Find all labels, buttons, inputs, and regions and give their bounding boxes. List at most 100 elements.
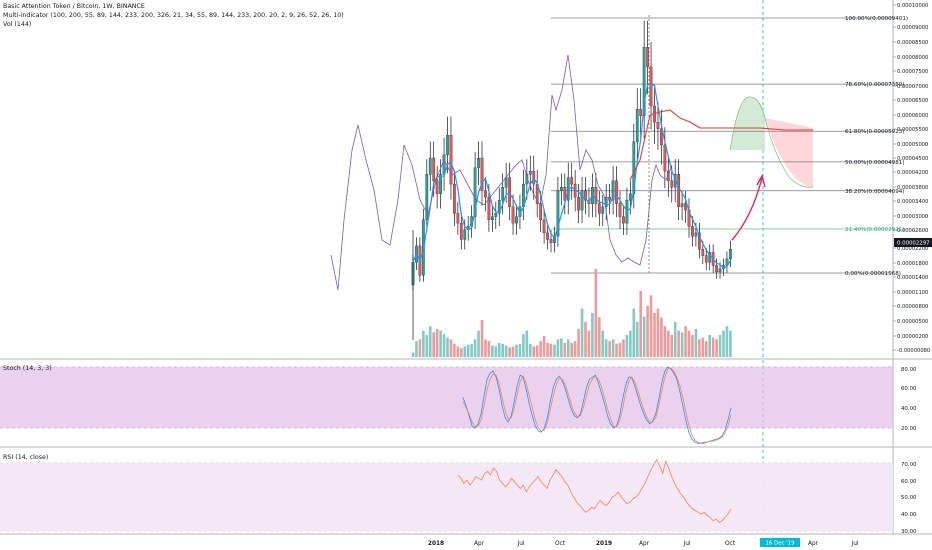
volume-bar bbox=[663, 326, 667, 357]
x-tick-label: Oct bbox=[555, 541, 566, 547]
candle bbox=[439, 174, 442, 194]
candle bbox=[601, 206, 605, 214]
candle bbox=[715, 265, 718, 273]
candle bbox=[539, 203, 543, 221]
indicator-legend[interactable]: Multi-indicator (100, 200, 55, 89, 144, … bbox=[3, 12, 344, 19]
rsi-line bbox=[457, 458, 732, 524]
candle bbox=[456, 213, 460, 224]
volume-bars bbox=[411, 269, 732, 357]
volume-bar bbox=[632, 308, 636, 357]
candle bbox=[663, 144, 667, 172]
volume-bar bbox=[615, 343, 618, 357]
volume-bar bbox=[487, 341, 491, 357]
volume-bar bbox=[535, 345, 539, 357]
volume-bar bbox=[518, 343, 522, 357]
candle bbox=[432, 157, 436, 181]
rsi-axis-label: 30.00 bbox=[901, 529, 917, 535]
candle bbox=[473, 167, 477, 217]
last-price-label: 0.00002297 bbox=[897, 241, 930, 247]
candle bbox=[642, 47, 646, 116]
volume-bar bbox=[729, 330, 732, 357]
y-tick-label: 0.00004200 bbox=[897, 170, 928, 176]
y-tick-label: -0.00000080 bbox=[897, 348, 930, 354]
volume-bar bbox=[418, 339, 422, 357]
stoch-legend: Stoch (14, 3, 3) bbox=[3, 365, 52, 372]
volume-bar bbox=[580, 308, 584, 357]
chart-title: Basic Attention Token / Bitcoin, 1W, BIN… bbox=[3, 3, 145, 10]
y-tick-label: 0.00000200 bbox=[897, 334, 928, 340]
x-tick-label: 2018 bbox=[428, 541, 444, 547]
volume-bar bbox=[456, 346, 460, 357]
x-tick-label: 2019 bbox=[596, 541, 612, 547]
volume-bar bbox=[570, 342, 573, 357]
volume-bar bbox=[470, 343, 473, 357]
y-tick-label: 0.00010000 bbox=[897, 3, 928, 9]
volume-bar bbox=[515, 344, 518, 357]
volume-bar bbox=[635, 321, 639, 357]
candle bbox=[446, 135, 449, 155]
volume-bar bbox=[511, 346, 515, 357]
candle bbox=[701, 249, 705, 256]
time-axis[interactable]: 2018 Apr Jul Oct 2019 Apr Jul Oct 16 Dec '19 Apr J… bbox=[428, 538, 859, 547]
volume-bar bbox=[687, 330, 691, 357]
candle bbox=[484, 190, 487, 198]
volume-bar bbox=[701, 337, 705, 357]
y-tick-label: 0.00008500 bbox=[897, 40, 928, 46]
candle bbox=[497, 200, 501, 214]
candle bbox=[504, 177, 508, 188]
fibonacci-retracement[interactable]: 100.00%(0.00009401) 78.60%(0.00007369) 61.… bbox=[551, 15, 908, 277]
volume-bar bbox=[463, 346, 467, 357]
volume-bar bbox=[646, 305, 649, 357]
candle bbox=[704, 255, 708, 263]
volume-bar bbox=[660, 317, 663, 357]
stoch-axis-label: 60.00 bbox=[901, 386, 917, 392]
volume-bar bbox=[525, 330, 529, 357]
volume-bar bbox=[673, 321, 677, 357]
candle bbox=[625, 200, 629, 224]
candle bbox=[556, 190, 560, 237]
volume-bar bbox=[508, 347, 511, 357]
volume-bar bbox=[618, 342, 622, 357]
stoch-pane[interactable] bbox=[462, 366, 732, 444]
candle bbox=[501, 187, 505, 201]
candle bbox=[660, 128, 663, 146]
last-price-box bbox=[894, 238, 932, 247]
candle bbox=[480, 157, 484, 191]
volume-legend[interactable]: Vol (144) bbox=[3, 21, 32, 28]
rsi-pane[interactable] bbox=[457, 458, 732, 524]
y-tick-label: 0.00005500 bbox=[897, 127, 928, 133]
volume-bar bbox=[591, 313, 594, 357]
volume-bar bbox=[715, 339, 718, 357]
cloud-red bbox=[765, 118, 813, 188]
volume-bar bbox=[449, 339, 453, 357]
y-tick-label: 0.00001100 bbox=[897, 290, 928, 296]
volume-bar bbox=[704, 341, 708, 357]
volume-bar bbox=[698, 339, 701, 357]
volume-bar bbox=[639, 291, 642, 357]
price-axis[interactable]: 0.00010000 0.00009000 0.00008500 0.00008000… bbox=[893, 3, 932, 535]
volume-bar bbox=[491, 345, 494, 357]
volume-bar bbox=[494, 346, 498, 357]
candle bbox=[629, 193, 632, 201]
cloud-edge bbox=[729, 96, 814, 188]
rsi-axis-label: 60.00 bbox=[901, 479, 917, 485]
candle bbox=[584, 190, 587, 201]
candle bbox=[449, 135, 453, 185]
candle bbox=[463, 229, 467, 240]
candle bbox=[515, 216, 518, 224]
projection-arrow bbox=[731, 177, 763, 241]
candlesticks[interactable] bbox=[411, 20, 732, 340]
volume-bar bbox=[411, 352, 415, 357]
volume-bar bbox=[594, 269, 598, 357]
volume-bar bbox=[549, 343, 553, 357]
volume-bar bbox=[432, 332, 435, 357]
volume-bar bbox=[556, 339, 560, 357]
rsi-axis-label: 40.00 bbox=[901, 512, 917, 518]
stoch-line bbox=[462, 366, 732, 444]
candle bbox=[570, 177, 574, 185]
fib-level-label: 100.00%(0.00009401) bbox=[845, 16, 908, 22]
volume-bar bbox=[460, 348, 463, 357]
candle bbox=[511, 206, 515, 224]
volume-bar bbox=[453, 343, 456, 357]
